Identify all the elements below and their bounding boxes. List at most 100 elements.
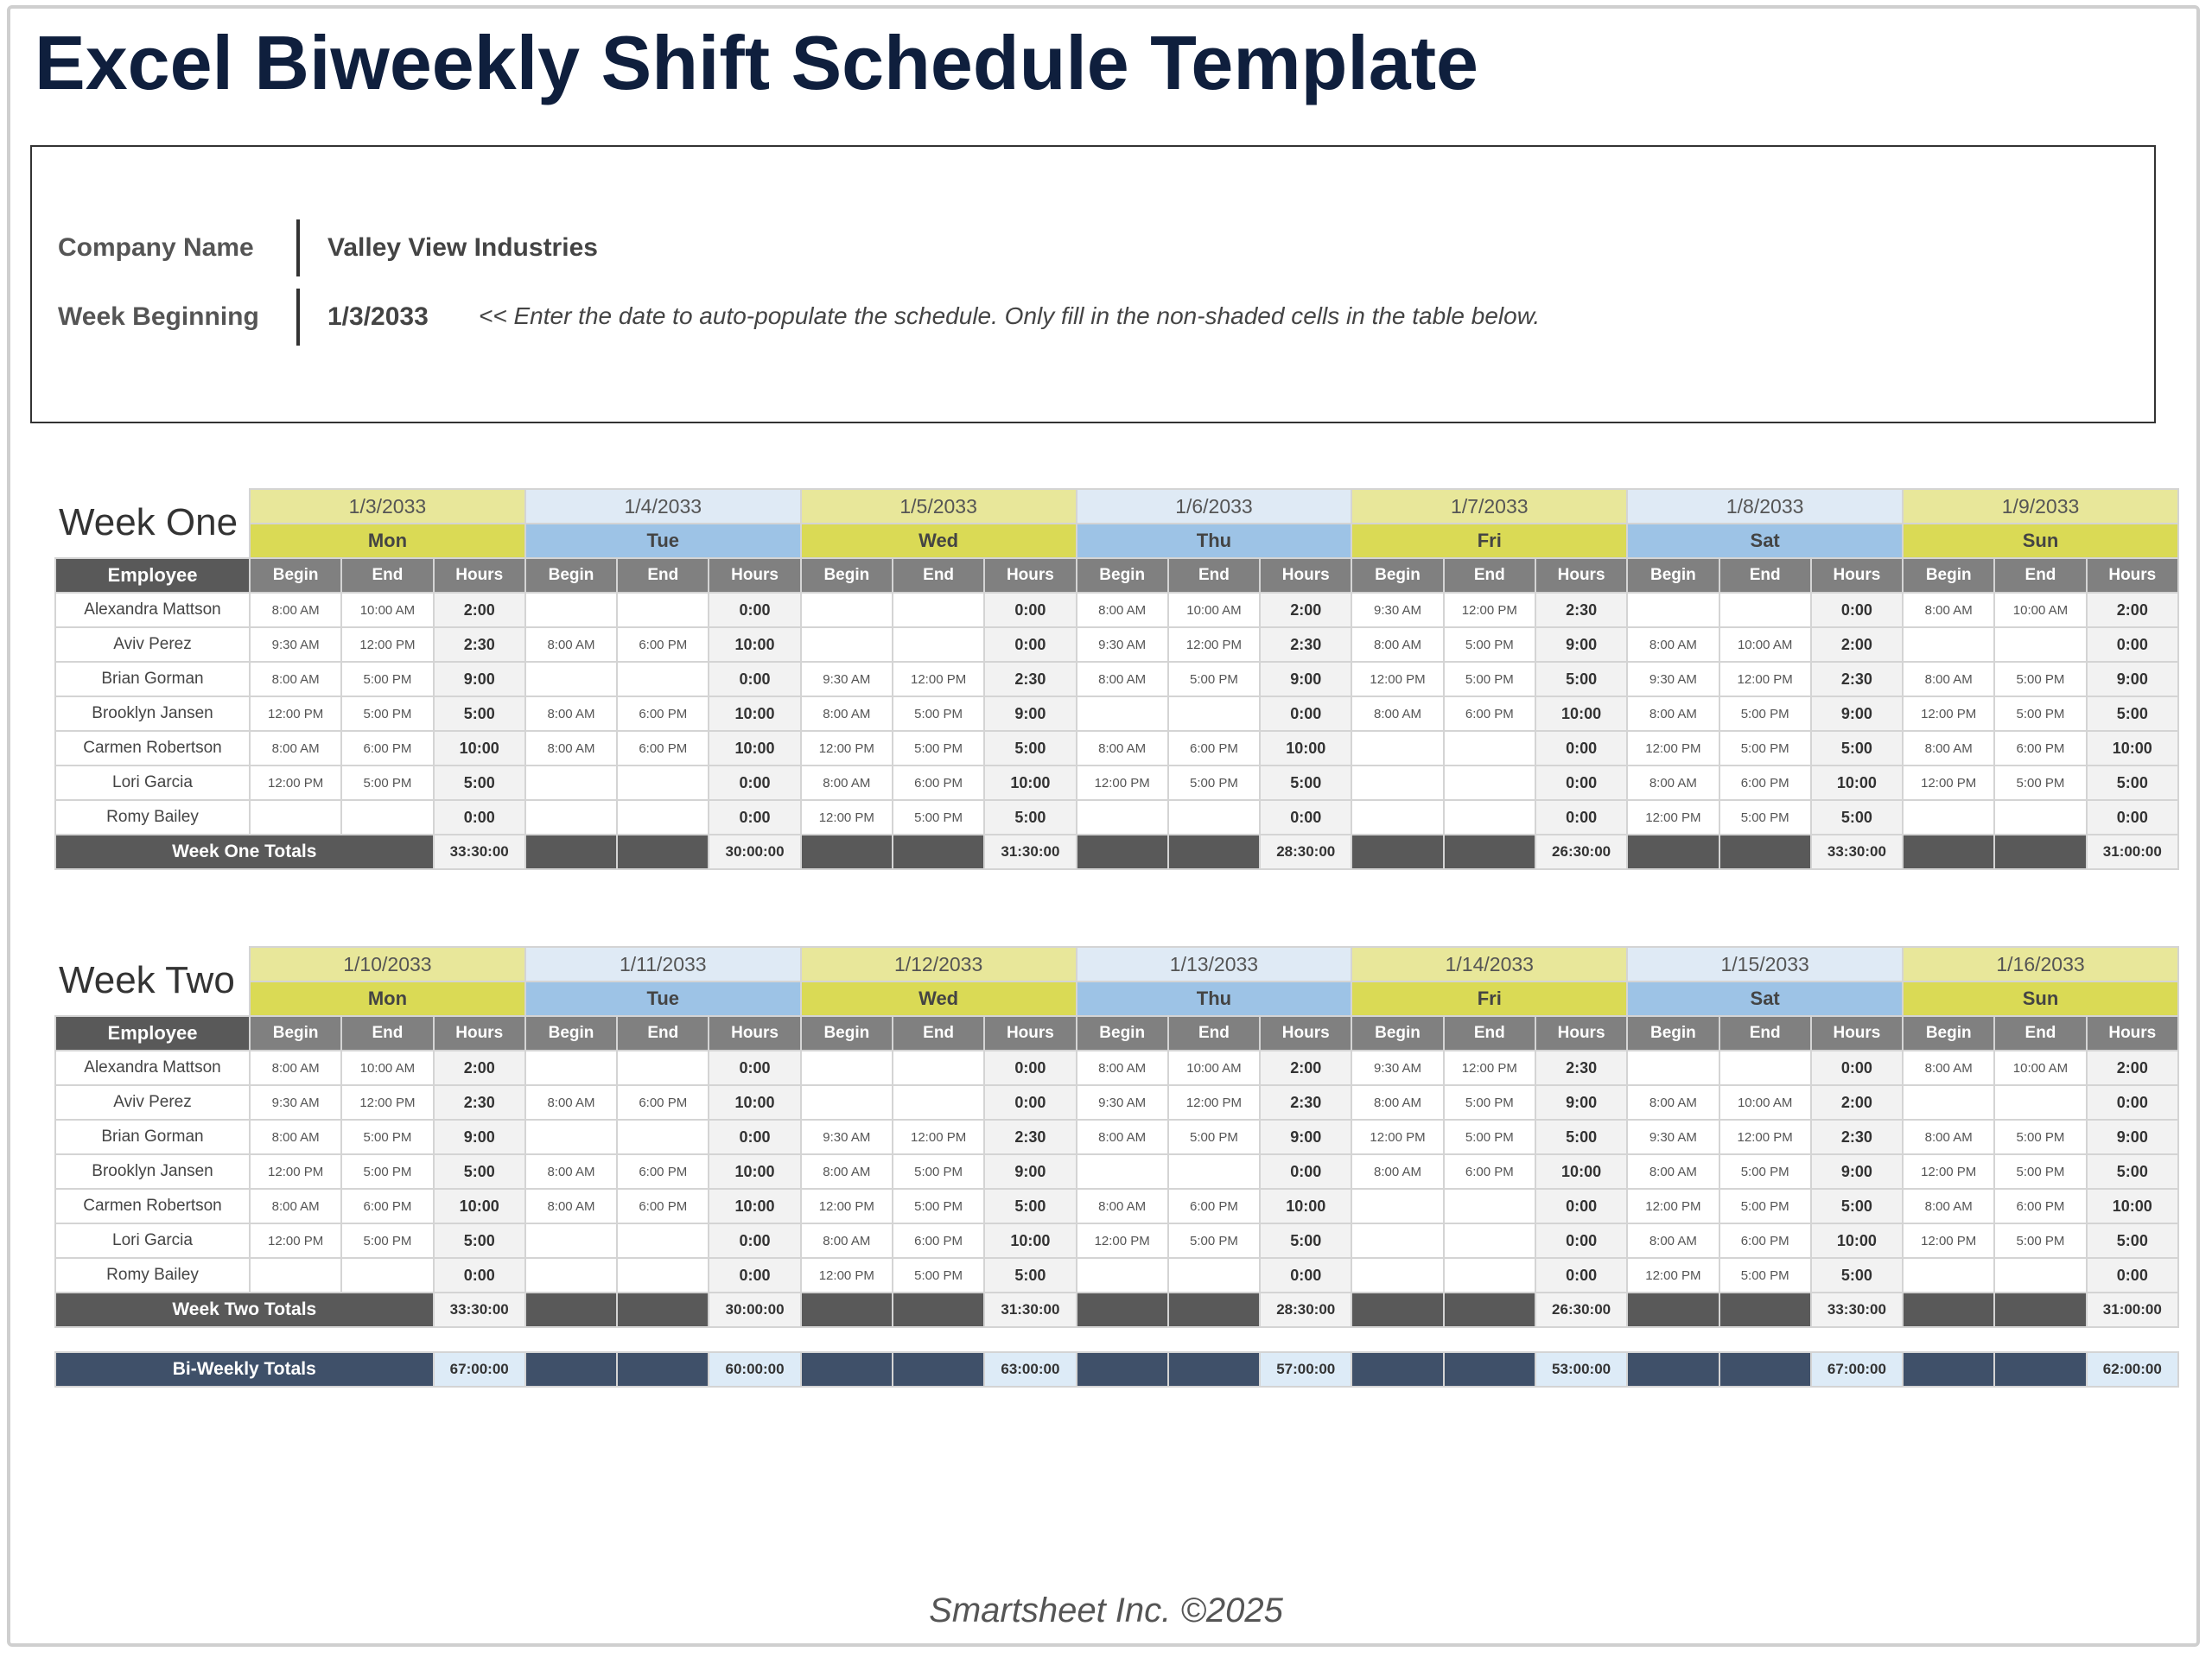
end-time-cell[interactable]: 5:00 PM (891, 1257, 986, 1293)
begin-time-cell[interactable]: 12:00 PM (248, 765, 343, 801)
begin-time-cell[interactable]: 8:00 AM (1351, 1153, 1445, 1190)
begin-time-cell[interactable]: 8:00 AM (1902, 592, 1996, 628)
begin-time-cell[interactable] (524, 1119, 619, 1155)
end-time-cell[interactable]: 5:00 PM (1993, 661, 2088, 697)
end-time-cell[interactable] (340, 799, 435, 835)
end-time-cell[interactable]: 6:00 PM (616, 1084, 710, 1121)
end-time-cell[interactable]: 10:00 AM (1166, 1050, 1262, 1086)
begin-time-cell[interactable]: 12:00 PM (1075, 765, 1169, 801)
end-time-cell[interactable]: 5:00 PM (1166, 1119, 1262, 1155)
begin-time-cell[interactable]: 8:00 AM (1626, 1153, 1720, 1190)
begin-time-cell[interactable] (1075, 696, 1169, 732)
employee-name[interactable]: Alexandra Mattson (54, 1050, 251, 1086)
begin-time-cell[interactable]: 9:30 AM (1351, 592, 1445, 628)
end-time-cell[interactable]: 5:00 PM (1718, 799, 1812, 835)
end-time-cell[interactable]: 5:00 PM (1718, 1188, 1812, 1224)
begin-time-cell[interactable]: 8:00 AM (1351, 1084, 1445, 1121)
begin-time-cell[interactable]: 8:00 AM (799, 1223, 893, 1259)
begin-time-cell[interactable]: 8:00 AM (248, 1188, 343, 1224)
end-time-cell[interactable]: 5:00 PM (1166, 765, 1262, 801)
end-time-cell[interactable]: 12:00 PM (1166, 626, 1262, 663)
begin-time-cell[interactable] (1626, 1050, 1720, 1086)
begin-time-cell[interactable] (1075, 1153, 1169, 1190)
begin-time-cell[interactable]: 8:00 AM (1902, 730, 1996, 766)
end-time-cell[interactable] (1718, 592, 1812, 628)
end-time-cell[interactable]: 5:00 PM (340, 661, 435, 697)
begin-time-cell[interactable]: 8:00 AM (1902, 1050, 1996, 1086)
employee-name[interactable]: Brian Gorman (54, 1119, 251, 1155)
begin-time-cell[interactable]: 12:00 PM (799, 730, 893, 766)
begin-time-cell[interactable]: 8:00 AM (1902, 661, 1996, 697)
begin-time-cell[interactable]: 8:00 AM (524, 1084, 619, 1121)
end-time-cell[interactable]: 6:00 PM (1718, 765, 1812, 801)
begin-time-cell[interactable]: 9:30 AM (1075, 1084, 1169, 1121)
begin-time-cell[interactable]: 9:30 AM (1075, 626, 1169, 663)
end-time-cell[interactable]: 5:00 PM (891, 696, 986, 732)
end-time-cell[interactable] (616, 1223, 710, 1259)
begin-time-cell[interactable]: 9:30 AM (1626, 661, 1720, 697)
end-time-cell[interactable]: 12:00 PM (1442, 592, 1536, 628)
end-time-cell[interactable]: 6:00 PM (340, 730, 435, 766)
employee-name[interactable]: Lori Garcia (54, 765, 251, 801)
begin-time-cell[interactable] (1351, 730, 1445, 766)
end-time-cell[interactable] (891, 1084, 986, 1121)
begin-time-cell[interactable] (524, 765, 619, 801)
begin-time-cell[interactable]: 8:00 AM (1626, 1223, 1720, 1259)
end-time-cell[interactable]: 12:00 PM (1166, 1084, 1262, 1121)
employee-name[interactable]: Carmen Robertson (54, 1188, 251, 1224)
end-time-cell[interactable]: 5:00 PM (1442, 1119, 1536, 1155)
end-time-cell[interactable]: 12:00 PM (340, 1084, 435, 1121)
end-time-cell[interactable]: 10:00 AM (1993, 592, 2088, 628)
begin-time-cell[interactable]: 8:00 AM (1075, 1119, 1169, 1155)
begin-time-cell[interactable] (1075, 1257, 1169, 1293)
employee-name[interactable]: Carmen Robertson (54, 730, 251, 766)
begin-time-cell[interactable] (524, 592, 619, 628)
end-time-cell[interactable] (616, 1257, 710, 1293)
end-time-cell[interactable]: 5:00 PM (891, 799, 986, 835)
begin-time-cell[interactable]: 9:30 AM (799, 661, 893, 697)
employee-name[interactable]: Aviv Perez (54, 1084, 251, 1121)
end-time-cell[interactable]: 5:00 PM (1718, 730, 1812, 766)
begin-time-cell[interactable] (248, 1257, 343, 1293)
end-time-cell[interactable]: 5:00 PM (340, 1223, 435, 1259)
begin-time-cell[interactable]: 12:00 PM (248, 1223, 343, 1259)
end-time-cell[interactable] (616, 592, 710, 628)
begin-time-cell[interactable] (524, 1257, 619, 1293)
begin-time-cell[interactable] (799, 1050, 893, 1086)
end-time-cell[interactable]: 5:00 PM (1442, 626, 1536, 663)
end-time-cell[interactable] (1166, 696, 1262, 732)
begin-time-cell[interactable]: 8:00 AM (248, 730, 343, 766)
begin-time-cell[interactable]: 8:00 AM (1075, 730, 1169, 766)
begin-time-cell[interactable]: 8:00 AM (799, 1153, 893, 1190)
begin-time-cell[interactable]: 9:30 AM (248, 1084, 343, 1121)
end-time-cell[interactable]: 12:00 PM (340, 626, 435, 663)
week-beginning-value[interactable]: 1/3/2033 (327, 302, 429, 331)
begin-time-cell[interactable]: 8:00 AM (524, 696, 619, 732)
end-time-cell[interactable]: 6:00 PM (616, 730, 710, 766)
end-time-cell[interactable]: 10:00 AM (340, 592, 435, 628)
end-time-cell[interactable]: 12:00 PM (891, 661, 986, 697)
begin-time-cell[interactable] (799, 1084, 893, 1121)
end-time-cell[interactable]: 6:00 PM (340, 1188, 435, 1224)
begin-time-cell[interactable] (1351, 765, 1445, 801)
begin-time-cell[interactable]: 8:00 AM (248, 592, 343, 628)
end-time-cell[interactable]: 12:00 PM (1718, 1119, 1812, 1155)
employee-name[interactable]: Brooklyn Jansen (54, 1153, 251, 1190)
begin-time-cell[interactable] (1351, 799, 1445, 835)
begin-time-cell[interactable]: 12:00 PM (1626, 1188, 1720, 1224)
begin-time-cell[interactable]: 8:00 AM (1902, 1119, 1996, 1155)
begin-time-cell[interactable]: 8:00 AM (524, 626, 619, 663)
begin-time-cell[interactable]: 12:00 PM (799, 1257, 893, 1293)
begin-time-cell[interactable] (1351, 1223, 1445, 1259)
begin-time-cell[interactable]: 8:00 AM (1351, 696, 1445, 732)
begin-time-cell[interactable]: 8:00 AM (524, 730, 619, 766)
end-time-cell[interactable]: 6:00 PM (616, 696, 710, 732)
end-time-cell[interactable]: 5:00 PM (891, 730, 986, 766)
end-time-cell[interactable]: 5:00 PM (1166, 661, 1262, 697)
employee-name[interactable]: Aviv Perez (54, 626, 251, 663)
employee-name[interactable]: Brian Gorman (54, 661, 251, 697)
begin-time-cell[interactable]: 12:00 PM (248, 1153, 343, 1190)
end-time-cell[interactable] (1442, 730, 1536, 766)
begin-time-cell[interactable] (524, 799, 619, 835)
end-time-cell[interactable]: 6:00 PM (616, 1188, 710, 1224)
